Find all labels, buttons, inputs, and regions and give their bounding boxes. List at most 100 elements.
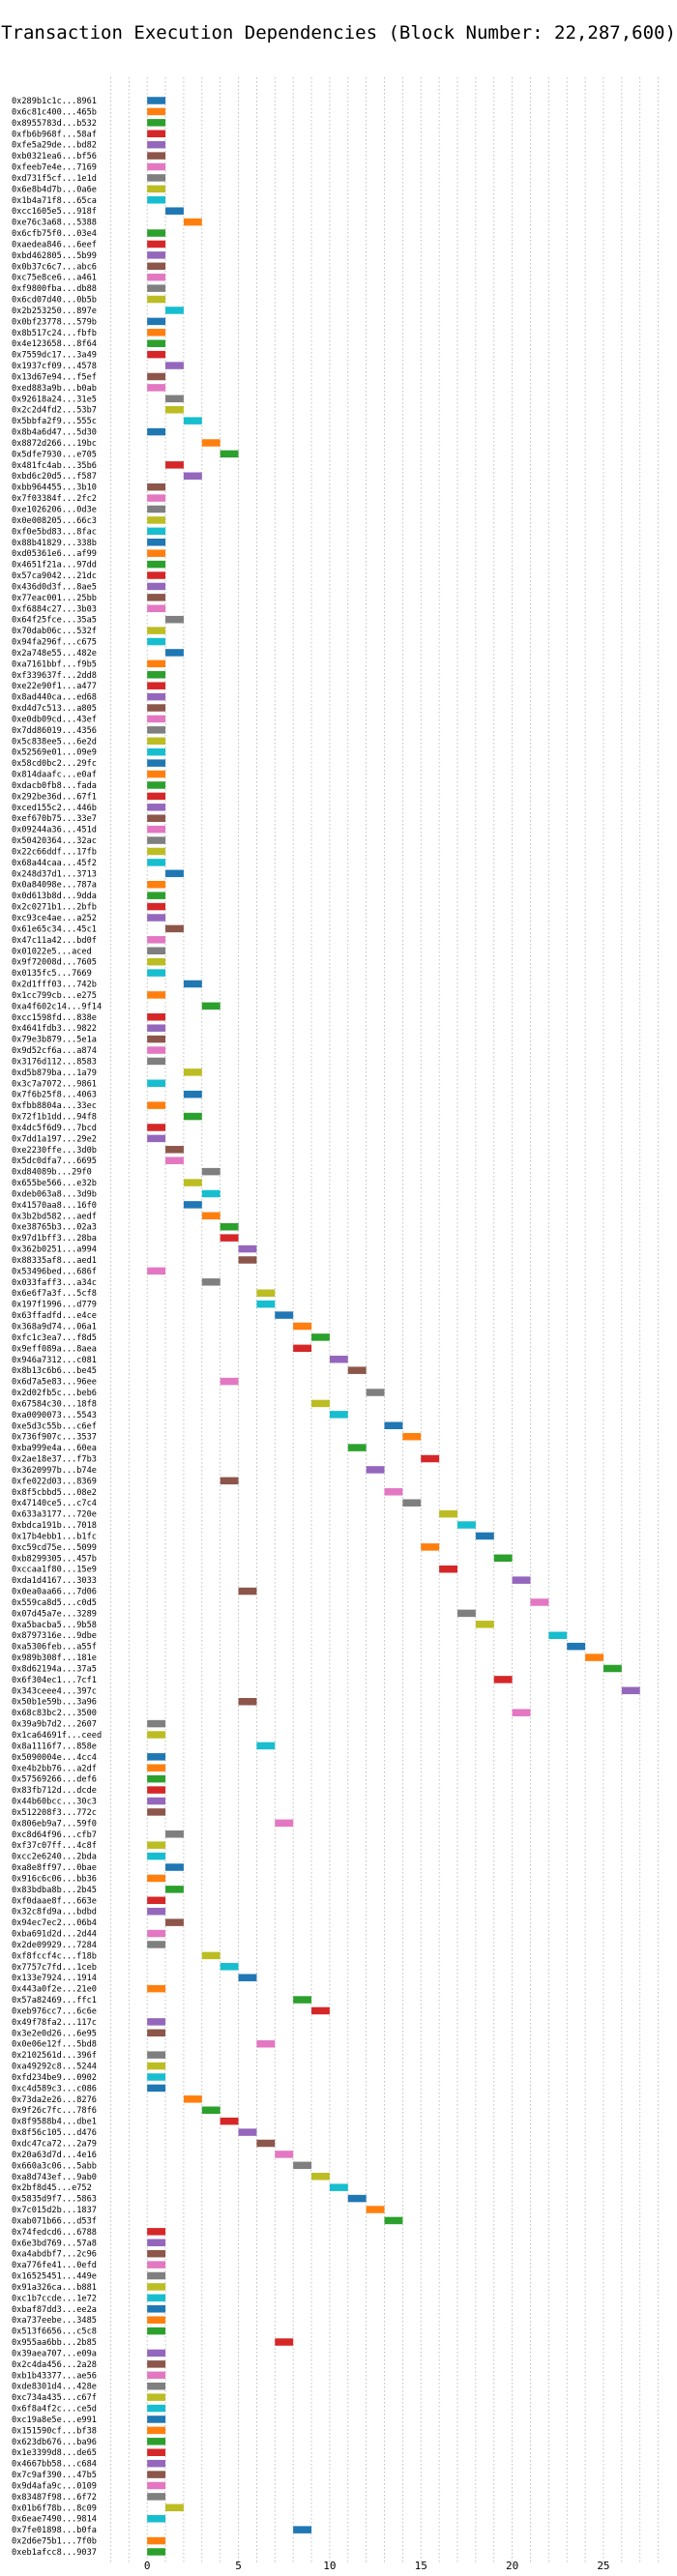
- row-label: 0x49f78fa2...117c: [12, 2018, 97, 2028]
- row-label: 0xe38765b3...02a3: [12, 1223, 97, 1233]
- row-label: 0x32c8fd9a...bdbd: [12, 1908, 97, 1917]
- row-label: 0x4e123658...8f64: [12, 339, 97, 349]
- tx-bar: [147, 682, 166, 689]
- row-label: 0x0d613b8d...9dda: [12, 892, 97, 901]
- row-label: 0x2c0271b1...2bfb: [12, 903, 97, 913]
- row-label: 0x6e3bd769...57a8: [12, 2239, 97, 2248]
- row-label: 0x292be36d...67f1: [12, 792, 97, 802]
- row-label: 0x660a3c06...5abb: [12, 2161, 97, 2171]
- row-label: 0x2d1fff03...742b: [12, 981, 97, 990]
- row-label: 0x289b1c1c...8961: [12, 97, 97, 106]
- row-label: 0x6cfb75f0...03e4: [12, 229, 97, 239]
- row-label: 0xe5d3c55b...c6ef: [12, 1421, 97, 1431]
- row-label: 0x655be566...e32b: [12, 1179, 97, 1188]
- tx-bar: [256, 2139, 276, 2148]
- tx-bar: [147, 991, 166, 999]
- row-label: 0xc734a435...c67f: [12, 2393, 97, 2403]
- row-label: 0x39aea707...e09a: [12, 2349, 97, 2358]
- tx-bar: [201, 2106, 221, 2114]
- tx-bar: [147, 2481, 166, 2490]
- row-label: 0x17b4ebb1...b1fc: [12, 1532, 97, 1541]
- row-label: 0x68a44caa...45f2: [12, 859, 97, 868]
- row-label: 0x44b60bcc...30c3: [12, 1798, 97, 1807]
- row-label: 0x6d7a5e83...96ee: [12, 1378, 97, 1388]
- row-label: 0xa49292c8...5244: [12, 2063, 97, 2072]
- row-label: 0x70dab06c...532f: [12, 627, 97, 636]
- row-label: 0x4651f21a...97dd: [12, 561, 97, 571]
- row-label: 0x13d67e94...f5ef: [12, 372, 97, 382]
- tx-bar: [548, 1631, 568, 1639]
- tx-bar: [165, 461, 184, 469]
- tx-bar: [147, 2029, 166, 2037]
- row-label: 0x09244a36...451d: [12, 826, 97, 835]
- tx-bar: [329, 1411, 348, 1419]
- row-label: 0x52569e01...09e9: [12, 748, 97, 758]
- row-label: 0x2c2d4fd2...53b7: [12, 406, 97, 416]
- row-label: 0xeb976cc7...6c6e: [12, 2006, 97, 2016]
- tx-bar: [238, 1244, 257, 1253]
- tx-bar: [165, 1918, 184, 1926]
- tx-bar: [147, 174, 166, 182]
- row-label: 0x8955783d...b532: [12, 119, 97, 129]
- row-label: 0x443a0f2e...21e0: [12, 1985, 97, 1995]
- tx-bar: [147, 549, 166, 557]
- tx-bar: [183, 1112, 202, 1121]
- row-label: 0x033faff3...a34c: [12, 1278, 97, 1288]
- tx-bar: [147, 1929, 166, 1938]
- row-label: 0xcc2e6240...2bda: [12, 1853, 97, 1862]
- row-label: 0x6e8b4d7b...0a6e: [12, 185, 97, 194]
- row-label: 0xdacb0fb8...fada: [12, 781, 97, 791]
- row-label: 0xc8d64f96...cfb7: [12, 1830, 97, 1840]
- tx-bar: [530, 1598, 549, 1606]
- tx-bar: [183, 417, 202, 424]
- row-label: 0x7fe01898...b0fa: [12, 2526, 97, 2535]
- tx-bar: [165, 207, 184, 215]
- tx-bar: [275, 1819, 294, 1828]
- row-label: 0xa4f602c14...9f14: [12, 1002, 102, 1011]
- row-label: 0x97d1bff3...28ba: [12, 1234, 97, 1244]
- row-label: 0xd731f5cf...1e1d: [12, 174, 97, 184]
- tx-bar: [220, 2117, 239, 2125]
- tx-bar: [147, 1267, 166, 1275]
- tx-bar: [456, 1521, 476, 1529]
- row-label: 0x2d6e75b1...7f0b: [12, 2537, 97, 2547]
- row-label: 0x814daafc...e0af: [12, 771, 97, 780]
- tx-bar: [347, 1366, 367, 1374]
- row-label: 0xb8299305...457b: [12, 1554, 97, 1564]
- tx-bar: [147, 2271, 166, 2280]
- row-label: 0x88b41829...338b: [12, 539, 97, 548]
- tx-bar: [147, 295, 166, 304]
- tx-bar: [147, 2018, 166, 2026]
- row-label: 0xe0db09cd...43ef: [12, 715, 97, 724]
- row-label: 0x72f1b1dd...94f8: [12, 1113, 97, 1123]
- row-label: 0x2d02fb5c...beb6: [12, 1389, 97, 1398]
- tx-bar: [147, 814, 166, 822]
- row-label: 0xba691d2d...2d44: [12, 1930, 97, 1940]
- row-label: 0x3176d112...8583: [12, 1057, 97, 1067]
- tx-bar: [147, 229, 166, 237]
- tx-bar: [147, 97, 166, 104]
- row-label: 0x946a7312...c081: [12, 1356, 97, 1365]
- tx-bar: [147, 914, 166, 922]
- row-label: 0x9eff089a...8aea: [12, 1344, 97, 1354]
- row-label: 0x6e6f7a3f...5cf8: [12, 1289, 97, 1299]
- row-label: 0x73da2e26...8276: [12, 2095, 97, 2105]
- tx-bar: [147, 262, 166, 271]
- row-label: 0x41570aa8...16f0: [12, 1201, 97, 1211]
- tx-bar: [147, 427, 166, 436]
- row-label: 0x2102561d...396f: [12, 2051, 97, 2061]
- row-label: 0x8b13c6b6...be45: [12, 1366, 97, 1376]
- row-label: 0x9f72008d...7605: [12, 958, 97, 968]
- tx-bar: [147, 527, 166, 536]
- row-label: 0x7559dc17...3a49: [12, 351, 97, 361]
- tx-bar: [311, 2006, 330, 2015]
- row-label: 0x3e2e0d26...6e95: [12, 2029, 97, 2038]
- row-label: 0xc75e8ce6...a461: [12, 274, 97, 283]
- row-label: 0x5bbfa2f9...555c: [12, 417, 97, 426]
- row-label: 0xc1b7ccde...1e72: [12, 2294, 97, 2303]
- row-label: 0xc19a8e5e...e991: [12, 2415, 97, 2425]
- row-label: 0xaedea846...6eef: [12, 240, 97, 249]
- row-label: 0x806eb9a7...59f0: [12, 1819, 97, 1829]
- tx-bar: [585, 1654, 603, 1661]
